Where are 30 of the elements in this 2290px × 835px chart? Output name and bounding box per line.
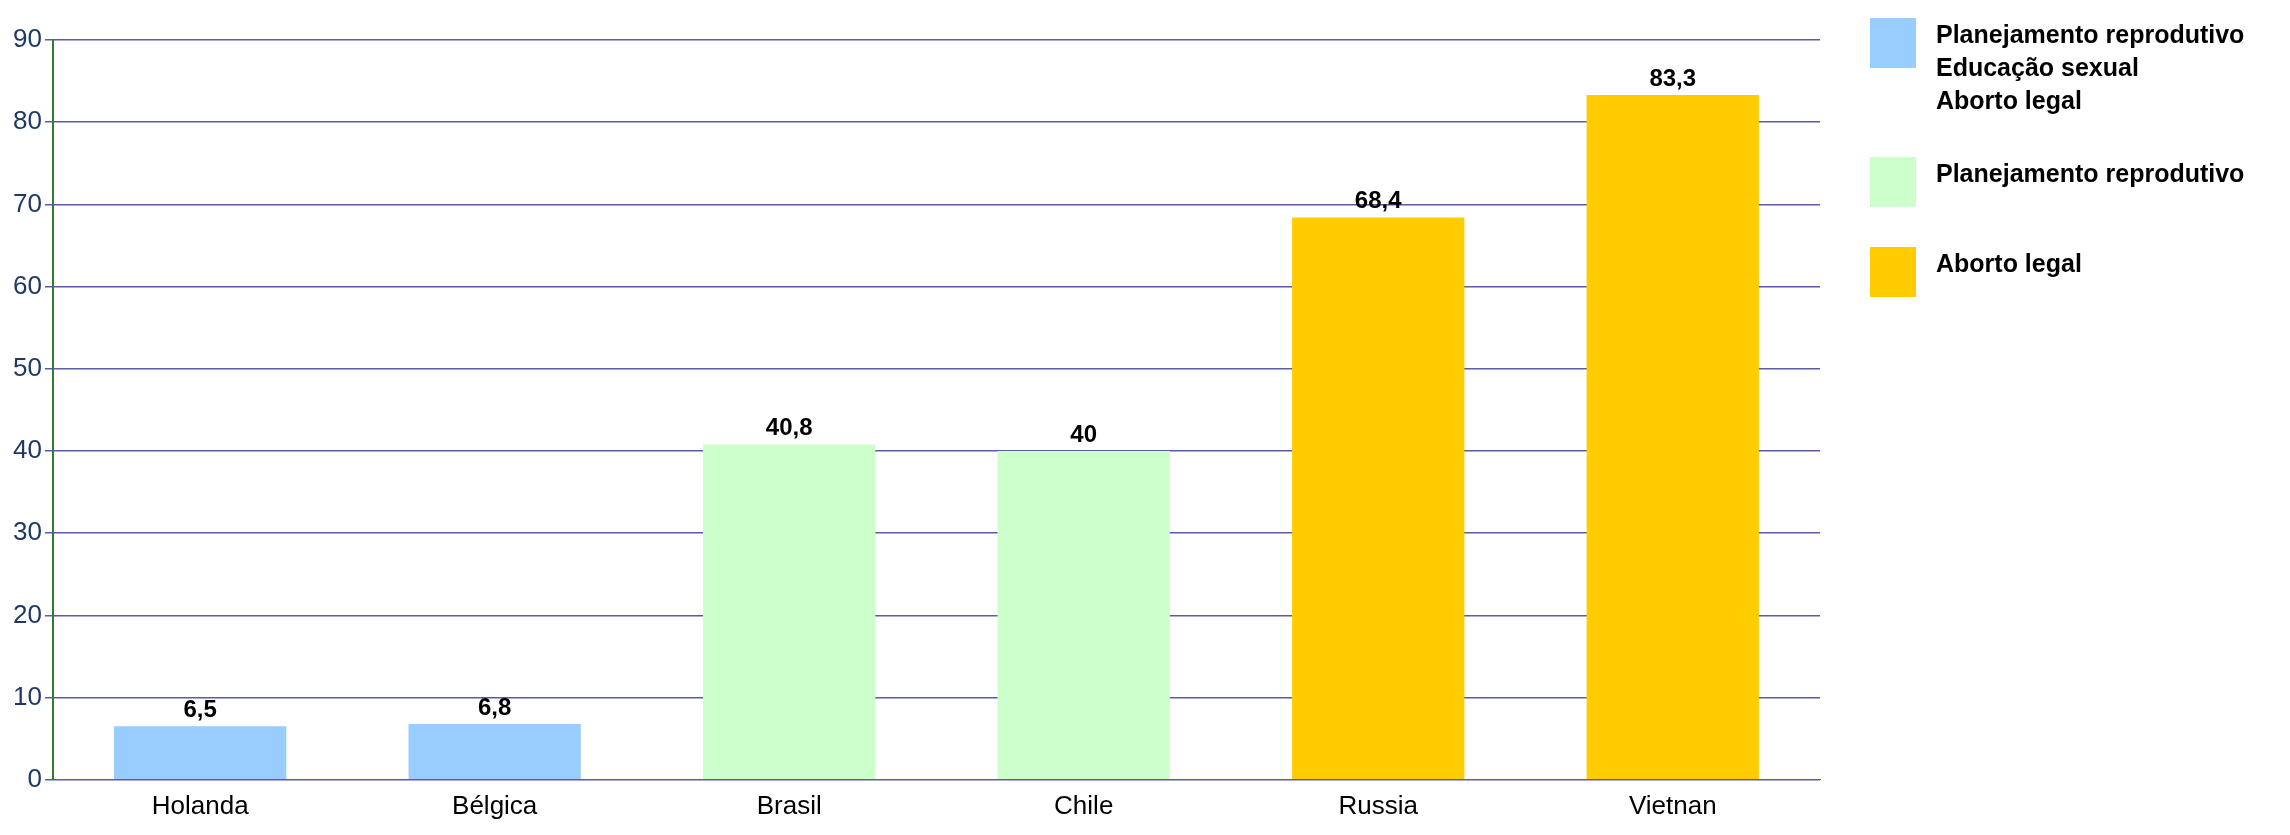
y-tick-label: 10 bbox=[13, 680, 42, 711]
x-tick-label: Russia bbox=[1338, 789, 1419, 820]
bar bbox=[1292, 217, 1465, 780]
y-tick-label: 90 bbox=[13, 23, 42, 54]
data-label: 40 bbox=[1070, 419, 1098, 447]
bar bbox=[114, 726, 287, 780]
bar bbox=[408, 723, 581, 780]
x-tick-label: Brasil bbox=[756, 789, 822, 820]
y-tick-label: 60 bbox=[13, 269, 42, 300]
y-tick-label: 70 bbox=[13, 187, 42, 218]
y-tick-label: 30 bbox=[13, 516, 42, 547]
y-tick-label: 80 bbox=[13, 105, 42, 136]
legend-label: Planejamento reprodutivo Educação sexual Aborto legal bbox=[1936, 19, 2245, 116]
x-tick-label: Holanda bbox=[151, 789, 250, 820]
bar bbox=[703, 444, 876, 780]
data-label: 6,8 bbox=[478, 692, 512, 720]
data-label: 83,3 bbox=[1649, 63, 1697, 91]
data-label: 40,8 bbox=[765, 413, 813, 441]
x-tick-label: Chile bbox=[1054, 789, 1114, 820]
bar bbox=[997, 451, 1170, 780]
legend-label: Aborto legal bbox=[1936, 248, 2082, 279]
y-tick-label: 40 bbox=[13, 434, 42, 465]
x-tick-label: Bélgica bbox=[452, 789, 538, 820]
y-tick-label: 20 bbox=[13, 598, 42, 629]
bar bbox=[1586, 95, 1759, 780]
legend-label: Planejamento reprodutivo bbox=[1936, 158, 2245, 189]
x-tick-label: Vietnan bbox=[1628, 789, 1717, 820]
data-label: 6,5 bbox=[183, 694, 217, 722]
y-tick-label: 50 bbox=[13, 351, 42, 382]
y-tick-label: 0 bbox=[27, 762, 42, 793]
